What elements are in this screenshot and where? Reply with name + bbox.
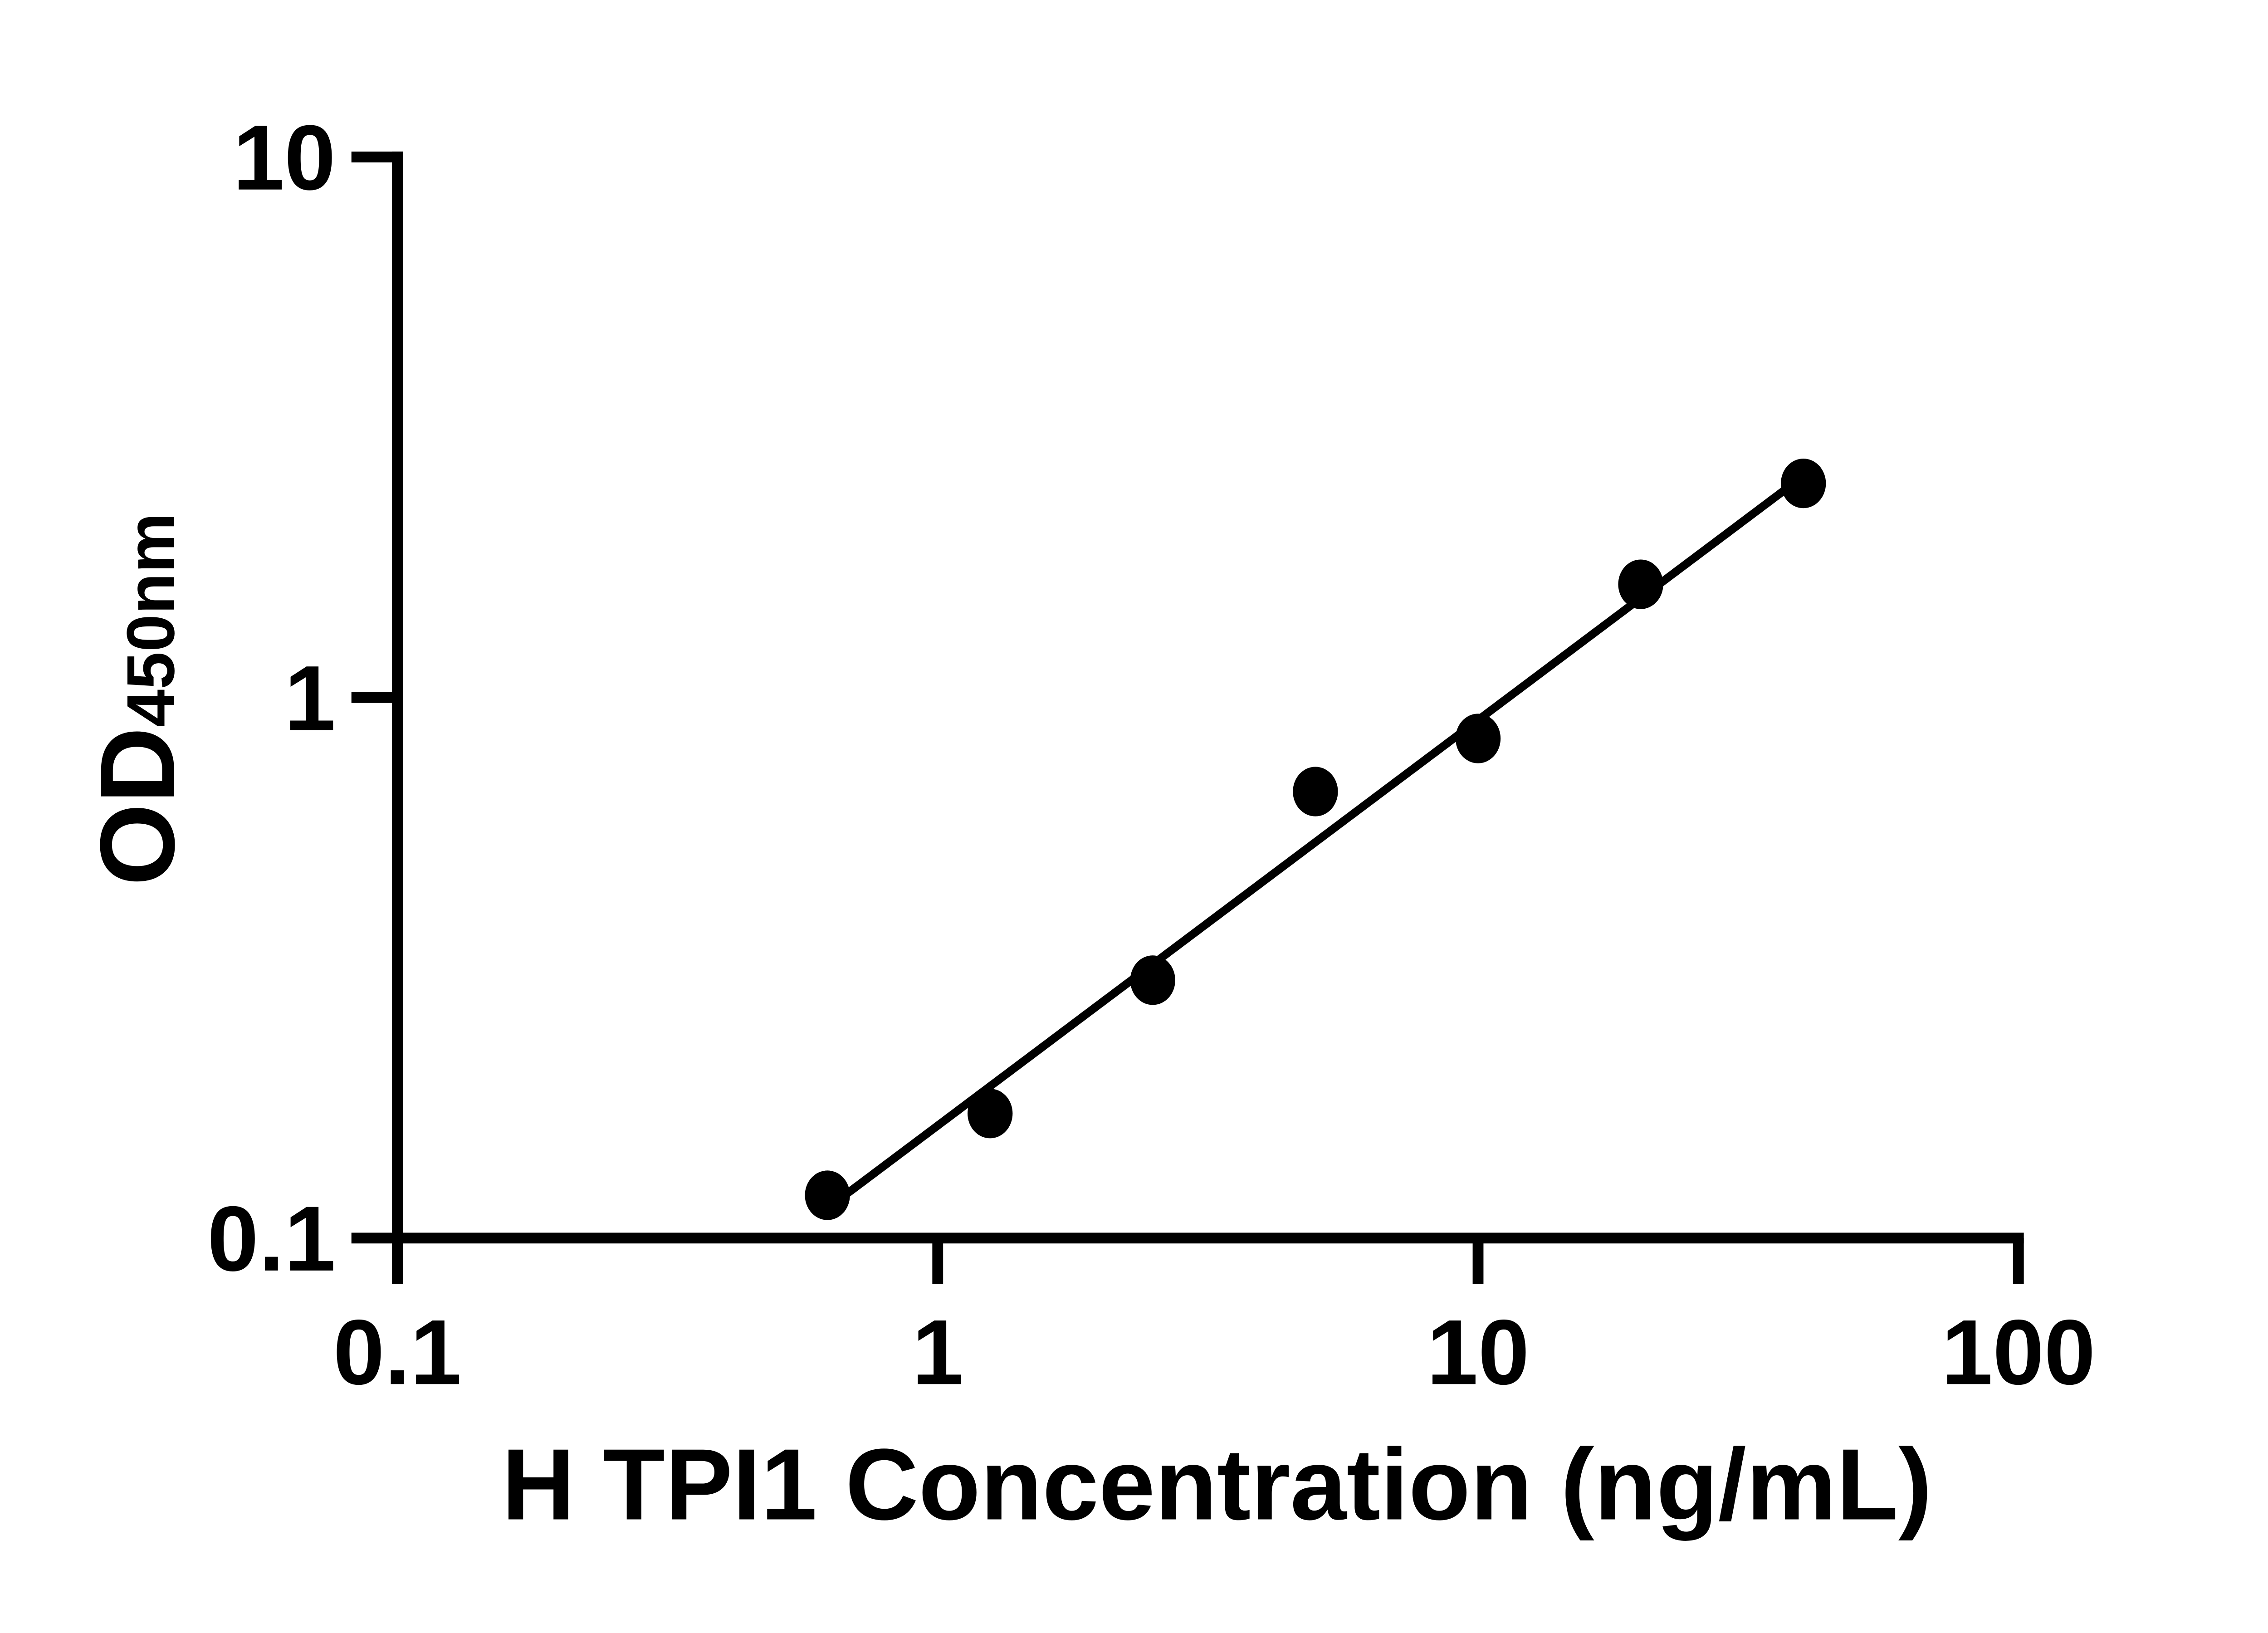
data-point [968, 1089, 1013, 1139]
x-tick-label: 1 [912, 1301, 963, 1404]
fit-line [838, 466, 1815, 1202]
y-axis-title-main: OD [78, 727, 196, 886]
data-point [1618, 559, 1663, 609]
x-tick-label: 0.1 [333, 1301, 462, 1404]
y-tick-label: 0.1 [207, 1188, 336, 1291]
y-tick-label: 10 [233, 107, 335, 210]
data-point [1455, 714, 1501, 763]
y-tick-label: 1 [284, 647, 336, 750]
data-point [1130, 955, 1175, 1005]
x-tick-label: 10 [1427, 1301, 1529, 1404]
x-axis-title: H TPI1 Concentration (ng/mL) [502, 1428, 1932, 1541]
data-point [1781, 459, 1826, 508]
x-tick-label: 100 [1941, 1301, 2096, 1404]
y-axis-title-sub: 450nm [112, 513, 188, 727]
y-axis-title: OD450nm [78, 513, 196, 886]
data-point [1293, 767, 1338, 816]
data-point [805, 1170, 850, 1220]
